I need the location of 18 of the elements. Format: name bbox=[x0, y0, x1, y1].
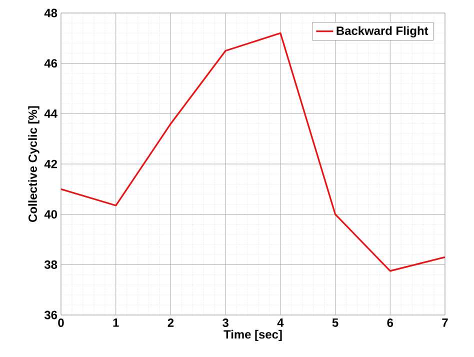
x-tick-label: 5 bbox=[332, 318, 338, 327]
y-tick-label: 42 bbox=[44, 160, 57, 168]
x-axis-title: Time [sec] bbox=[224, 330, 282, 342]
y-axis-title: Collective Cyclic [%] bbox=[28, 106, 40, 222]
x-tick-label: 7 bbox=[442, 318, 448, 327]
y-tick-label: 36 bbox=[44, 310, 58, 320]
x-tick-label: 4 bbox=[277, 318, 284, 327]
y-tick-label: 48 bbox=[44, 8, 58, 18]
x-tick-label: 3 bbox=[222, 318, 228, 328]
y-tick-label: 40 bbox=[44, 210, 57, 219]
x-tick-label: 6 bbox=[387, 318, 394, 327]
x-tick-label: 1 bbox=[113, 318, 119, 327]
x-tick-label: 0 bbox=[58, 318, 64, 327]
y-tick-label: 46 bbox=[44, 59, 58, 68]
y-tick-label: 44 bbox=[44, 110, 58, 118]
y-tick-label: 38 bbox=[44, 260, 58, 269]
x-tick-label: 2 bbox=[168, 318, 174, 327]
legend-label: Backward Flight bbox=[336, 26, 428, 38]
